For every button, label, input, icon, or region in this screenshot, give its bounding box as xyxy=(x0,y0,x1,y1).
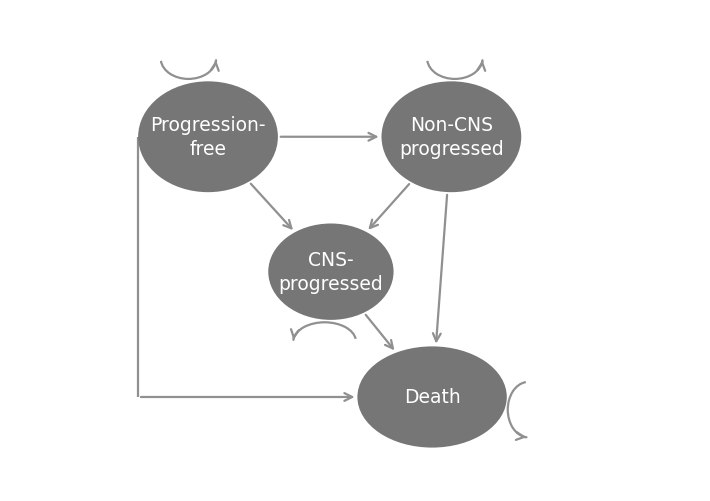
Text: Death: Death xyxy=(404,388,461,407)
Ellipse shape xyxy=(268,224,393,320)
Text: Non-CNS
progressed: Non-CNS progressed xyxy=(399,116,504,159)
Ellipse shape xyxy=(381,82,521,193)
Text: CNS-
progressed: CNS- progressed xyxy=(278,250,383,294)
Ellipse shape xyxy=(357,347,507,448)
Ellipse shape xyxy=(138,82,278,193)
Text: Progression-
free: Progression- free xyxy=(151,116,266,159)
